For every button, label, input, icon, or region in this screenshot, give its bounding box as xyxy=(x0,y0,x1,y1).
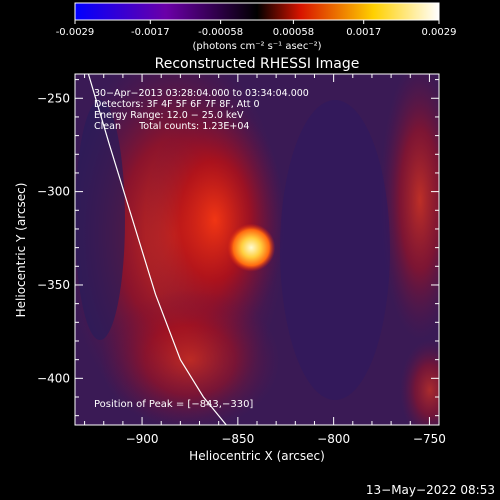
emission-region-right-lower xyxy=(400,340,439,425)
y-tick-label: −350 xyxy=(37,278,70,292)
chart-title: Reconstructed RHESSI Image xyxy=(155,56,360,72)
peak-source xyxy=(227,223,276,272)
annotation-time-range: 30−Apr−2013 03:28:04.000 to 03:34:04.000 xyxy=(94,88,309,99)
emission-region-right xyxy=(380,74,439,340)
emission-region-center xyxy=(145,100,285,340)
x-tick-label: −850 xyxy=(221,432,254,446)
heatmap-image xyxy=(75,74,439,425)
annotation-detectors: Detectors: 3F 4F 5F 6F 7F 8F, Att 0 xyxy=(94,99,260,110)
emission-region-lower xyxy=(100,290,280,425)
y-tick-label: −300 xyxy=(37,185,70,199)
dark-patch-left xyxy=(75,100,125,340)
y-axis-ticks: −400 −350 −300 −250 xyxy=(37,79,439,417)
y-axis-label: Heliocentric Y (arcsec) xyxy=(14,183,28,318)
annotation-energy-range: Energy Range: 12.0 − 25.0 keV xyxy=(94,110,244,121)
footer-timestamp: 13−May−2022 08:53 xyxy=(366,483,495,497)
colorbar-tick-label: 0.0029 xyxy=(422,27,457,38)
y-tick-label: −250 xyxy=(37,91,70,105)
colorbar-tick-label: 0.0017 xyxy=(346,27,381,38)
x-tick-label: −750 xyxy=(413,432,446,446)
y-tick-label: −400 xyxy=(37,371,70,385)
colorbar-tick-label: -0.0017 xyxy=(131,27,170,38)
colorbar-ticks: -0.0029 -0.0017 -0.00058 0.00058 0.0017 0.002… xyxy=(56,20,457,38)
solar-limb-line xyxy=(87,74,227,425)
colorbar-tick-label: -0.00058 xyxy=(198,27,243,38)
colorbar-frame xyxy=(74,2,440,21)
x-axis-label: Heliocentric X (arcsec) xyxy=(189,449,325,463)
colorbar-tick-label: -0.0029 xyxy=(56,27,95,38)
colorbar-tick-label: 0.00058 xyxy=(273,27,314,38)
peak-position-label: Position of Peak = [−843,−330] xyxy=(94,399,253,410)
annotation-clean-counts: Clean Total counts: 1.23E+04 xyxy=(94,121,249,132)
colorbar xyxy=(75,3,439,20)
dark-patch-middle xyxy=(280,100,390,400)
colorbar-unit-label: (photons cm⁻² s⁻¹ asec⁻²) xyxy=(192,41,321,52)
x-tick-label: −900 xyxy=(126,432,159,446)
x-axis-ticks: −900 −850 −800 −750 xyxy=(84,74,446,446)
x-tick-label: −800 xyxy=(317,432,350,446)
